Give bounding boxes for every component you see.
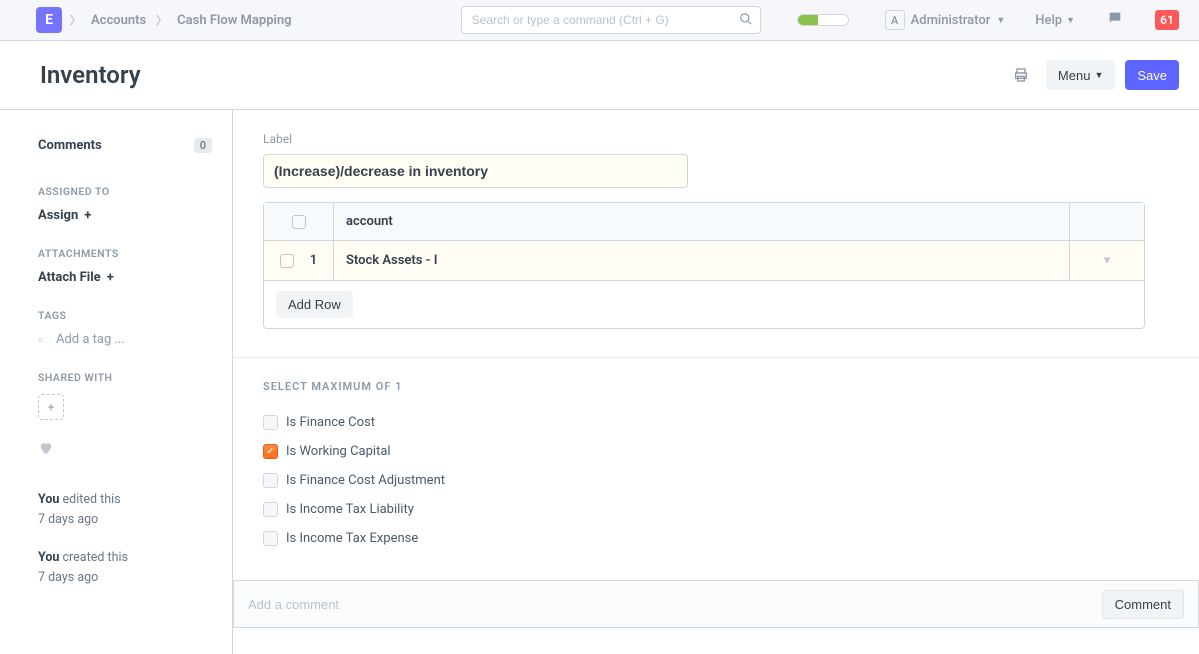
chevron-right-icon: 〉 — [70, 12, 81, 28]
sidebar-attachments: ATTACHMENTS Attach File + — [38, 247, 212, 285]
notification-count-badge[interactable]: 61 — [1155, 10, 1179, 30]
user-name: Administrator — [911, 13, 991, 28]
add-share-button[interactable]: + — [38, 394, 64, 420]
breadcrumb-accounts[interactable]: Accounts — [91, 13, 146, 28]
chat-icon[interactable] — [1107, 10, 1123, 30]
option-is-finance-cost-adjustment[interactable]: Is Finance Cost Adjustment — [263, 473, 1179, 488]
checkbox-icon — [263, 531, 278, 546]
page-actions: Menu ▼ Save — [1006, 60, 1179, 90]
page-header: Inventory Menu ▼ Save — [0, 41, 1199, 110]
menu-label: Menu — [1058, 68, 1091, 83]
caret-down-icon: ▼ — [996, 15, 1005, 26]
comments-label[interactable]: Comments — [38, 138, 102, 153]
user-menu[interactable]: A Administrator ▼ — [885, 10, 1006, 30]
save-button[interactable]: Save — [1125, 60, 1179, 90]
setup-progress[interactable] — [797, 14, 849, 26]
comment-bar: Comment — [233, 580, 1199, 628]
breadcrumb-cashflow[interactable]: Cash Flow Mapping — [177, 13, 291, 28]
grid-header-actions — [1070, 203, 1144, 240]
section-divider — [233, 357, 1199, 358]
select-max-header: SELECT MAXIMUM OF 1 — [263, 380, 1179, 393]
checkbox-icon — [263, 473, 278, 488]
caret-down-icon: ▼ — [1066, 15, 1075, 26]
avatar: A — [885, 10, 905, 30]
accounts-grid: account 1 Stock Assets - I ▾ Add Row — [263, 202, 1145, 329]
heart-icon[interactable] — [38, 440, 212, 460]
option-label: Is Income Tax Liability — [286, 502, 414, 517]
checkbox-icon — [263, 415, 278, 430]
grid-header: account — [264, 203, 1144, 241]
option-is-income-tax-liability[interactable]: Is Income Tax Liability — [263, 502, 1179, 517]
label-input[interactable] — [263, 154, 688, 188]
activity-verb: edited this — [63, 492, 121, 507]
attach-label: Attach File — [38, 270, 101, 285]
option-label: Is Finance Cost Adjustment — [286, 473, 445, 488]
main-content: Label account 1 Stock Assets - I ▾ Add R… — [233, 110, 1199, 654]
add-tag-input[interactable]: Add a tag ... — [38, 332, 212, 347]
menu-button[interactable]: Menu ▼ — [1046, 60, 1115, 90]
help-menu[interactable]: Help ▼ — [1035, 13, 1075, 28]
activity-who: You — [38, 550, 59, 565]
option-is-working-capital[interactable]: ✓ Is Working Capital — [263, 444, 1179, 459]
checkbox-checked-icon: ✓ — [263, 444, 278, 459]
plus-icon: + — [107, 270, 114, 285]
activity-verb: created this — [63, 550, 128, 565]
comment-button[interactable]: Comment — [1102, 590, 1184, 619]
assign-button[interactable]: Assign + — [38, 208, 212, 223]
option-is-income-tax-expense[interactable]: Is Income Tax Expense — [263, 531, 1179, 546]
row-menu-button[interactable]: ▾ — [1070, 241, 1144, 280]
attach-file-button[interactable]: Attach File + — [38, 270, 212, 285]
shared-with-label: SHARED WITH — [38, 371, 212, 384]
chevron-right-icon: 〉 — [156, 12, 167, 28]
checkbox-icon — [263, 502, 278, 517]
caret-down-icon: ▼ — [1094, 70, 1103, 80]
grid-row-check: 1 — [264, 241, 334, 280]
add-row-button[interactable]: Add Row — [276, 291, 353, 318]
activity-when: 7 days ago — [38, 570, 98, 585]
breadcrumb: 〉 Accounts 〉 Cash Flow Mapping — [70, 12, 292, 28]
page-body: Comments 0 ASSIGNED TO Assign + ATTACHME… — [0, 110, 1199, 654]
grid-footer: Add Row — [264, 281, 1144, 328]
grid-header-account: account — [334, 203, 1070, 240]
sidebar-tags: TAGS Add a tag ... — [38, 309, 212, 347]
print-icon[interactable] — [1006, 60, 1036, 90]
sidebar-assigned: ASSIGNED TO Assign + — [38, 185, 212, 223]
comments-count: 0 — [194, 138, 212, 153]
row-checkbox[interactable] — [280, 254, 294, 268]
plus-icon: + — [84, 208, 91, 223]
sidebar-comments: Comments 0 — [38, 138, 212, 161]
tags-label: TAGS — [38, 309, 212, 322]
sidebar-shared: SHARED WITH + You edited this 7 days ago… — [38, 371, 212, 588]
help-label: Help — [1035, 13, 1062, 28]
option-label: Is Working Capital — [286, 444, 391, 459]
activity-item: You created this 7 days ago — [38, 548, 212, 588]
search-wrap — [461, 6, 761, 34]
select-all-checkbox[interactable] — [292, 215, 306, 229]
grid-row-account[interactable]: Stock Assets - I — [334, 241, 1070, 280]
activity-item: You edited this 7 days ago — [38, 490, 212, 530]
top-bar: E 〉 Accounts 〉 Cash Flow Mapping A Admin… — [0, 0, 1199, 41]
option-label: Is Finance Cost — [286, 415, 375, 430]
comment-input[interactable] — [248, 597, 1102, 612]
app-logo[interactable]: E — [36, 7, 62, 33]
activity-who: You — [38, 492, 59, 507]
row-number: 1 — [310, 253, 317, 268]
label-caption: Label — [263, 132, 1179, 146]
assigned-to-label: ASSIGNED TO — [38, 185, 212, 198]
search-icon[interactable] — [739, 12, 753, 30]
grid-row[interactable]: 1 Stock Assets - I ▾ — [264, 241, 1144, 281]
option-label: Is Income Tax Expense — [286, 531, 418, 546]
assign-label: Assign — [38, 208, 78, 223]
option-is-finance-cost[interactable]: Is Finance Cost — [263, 415, 1179, 430]
progress-fill — [798, 15, 818, 25]
search-input[interactable] — [461, 6, 761, 34]
page-title: Inventory — [40, 61, 141, 89]
sidebar: Comments 0 ASSIGNED TO Assign + ATTACHME… — [0, 110, 233, 654]
activity-when: 7 days ago — [38, 512, 98, 527]
grid-header-check — [264, 203, 334, 240]
attachments-label: ATTACHMENTS — [38, 247, 212, 260]
